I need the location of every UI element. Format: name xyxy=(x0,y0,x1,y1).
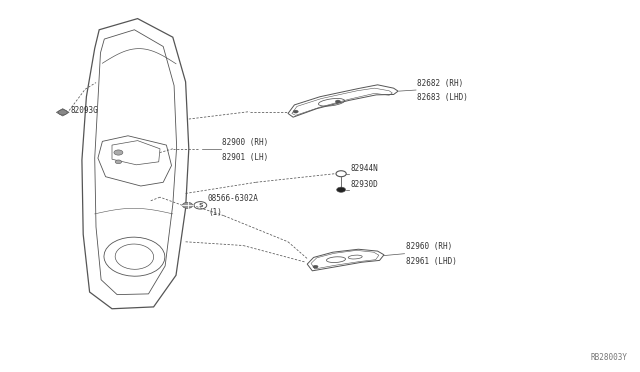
Circle shape xyxy=(114,150,123,155)
Circle shape xyxy=(182,202,193,208)
Text: 08566-6302A: 08566-6302A xyxy=(208,194,259,203)
Circle shape xyxy=(337,187,346,192)
Text: (1): (1) xyxy=(208,208,222,217)
Text: 82093G: 82093G xyxy=(70,106,98,115)
Text: 82900 (RH): 82900 (RH) xyxy=(222,138,268,147)
Circle shape xyxy=(335,100,340,103)
Text: 82930D: 82930D xyxy=(350,180,378,189)
Circle shape xyxy=(313,265,318,268)
Circle shape xyxy=(115,160,122,164)
Text: RB28003Y: RB28003Y xyxy=(590,353,627,362)
Text: S: S xyxy=(198,203,203,208)
Text: 82961 (LHD): 82961 (LHD) xyxy=(406,257,456,266)
Circle shape xyxy=(293,110,298,113)
Text: 82944N: 82944N xyxy=(350,164,378,173)
Text: 82682 (RH): 82682 (RH) xyxy=(417,79,463,88)
Text: 82901 (LH): 82901 (LH) xyxy=(222,153,268,161)
Polygon shape xyxy=(56,109,69,116)
Text: 82683 (LHD): 82683 (LHD) xyxy=(417,93,468,102)
Text: 82960 (RH): 82960 (RH) xyxy=(406,243,452,251)
